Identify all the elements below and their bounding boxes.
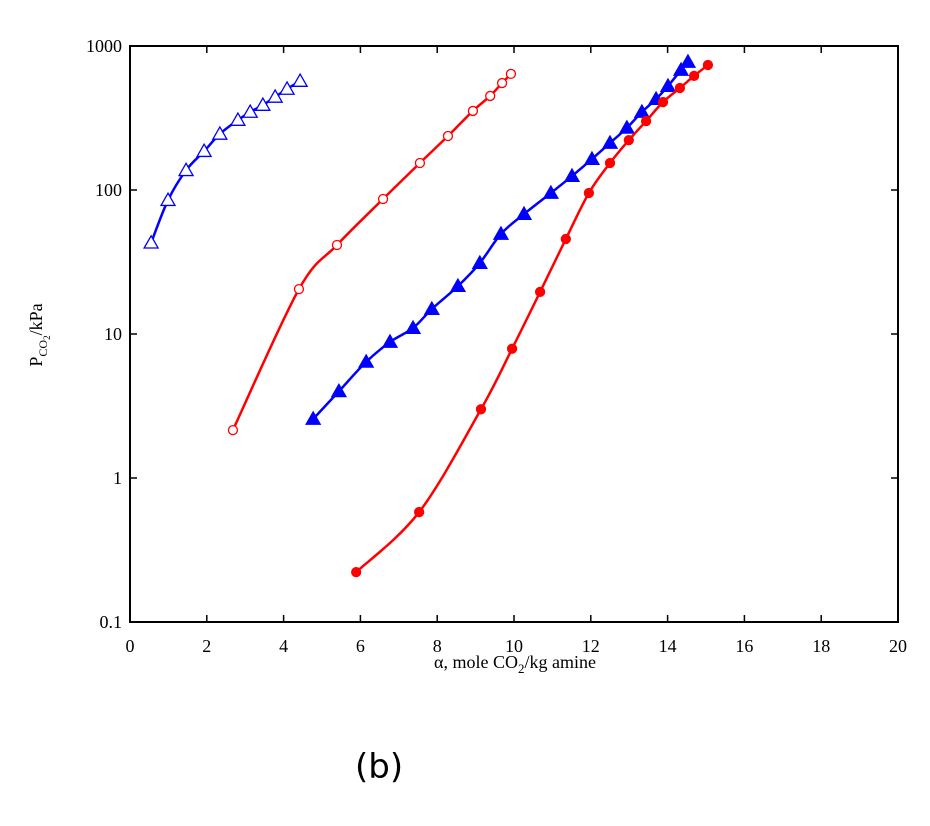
x-label-sub: 2 bbox=[518, 661, 525, 676]
marker bbox=[688, 70, 700, 82]
marker bbox=[267, 88, 284, 103]
marker bbox=[449, 277, 467, 293]
marker bbox=[534, 286, 546, 298]
marker bbox=[211, 125, 228, 140]
series-line bbox=[231, 73, 512, 431]
marker bbox=[657, 96, 669, 108]
marker bbox=[563, 167, 581, 182]
marker bbox=[254, 96, 271, 111]
marker bbox=[542, 184, 559, 199]
series-line bbox=[355, 64, 709, 574]
marker bbox=[195, 142, 213, 158]
marker bbox=[471, 254, 488, 269]
y-label-part: P bbox=[26, 357, 46, 367]
marker bbox=[659, 77, 677, 92]
x-label-part: α, mole CO bbox=[434, 652, 518, 672]
marker bbox=[633, 103, 650, 118]
marker bbox=[467, 105, 479, 117]
x-tick-label: 20 bbox=[889, 636, 907, 656]
y-tick-label: 10 bbox=[104, 324, 122, 344]
y-tick-label: 1000 bbox=[86, 36, 122, 56]
marker bbox=[475, 404, 487, 415]
marker bbox=[227, 424, 239, 436]
series-line bbox=[149, 79, 301, 244]
marker bbox=[305, 410, 322, 425]
marker bbox=[506, 343, 518, 354]
marker bbox=[381, 333, 399, 348]
y-label-part: /kPa bbox=[26, 303, 46, 335]
x-label-part: /kg amine bbox=[524, 652, 595, 672]
marker bbox=[702, 59, 714, 71]
x-tick-label: 8 bbox=[433, 636, 442, 656]
marker bbox=[604, 157, 616, 169]
marker bbox=[601, 134, 619, 149]
y-tick-label: 100 bbox=[95, 180, 122, 200]
marker bbox=[505, 68, 517, 80]
y-label-sub: 2 bbox=[42, 335, 52, 340]
x-tick-label: 12 bbox=[582, 636, 600, 656]
marker bbox=[229, 111, 247, 126]
marker bbox=[291, 72, 309, 87]
marker bbox=[177, 162, 195, 177]
x-tick-label: 16 bbox=[735, 636, 753, 656]
marker bbox=[515, 205, 533, 221]
caption: (b) bbox=[355, 747, 403, 787]
y-axis-label: PCO2/kPa bbox=[26, 303, 52, 366]
x-tick-label: 14 bbox=[659, 636, 677, 656]
x-tick-label: 2 bbox=[202, 636, 211, 656]
marker bbox=[404, 319, 422, 334]
marker bbox=[377, 193, 389, 205]
marker bbox=[560, 233, 571, 245]
x-tick-label: 6 bbox=[356, 636, 365, 656]
marker bbox=[351, 566, 362, 578]
marker bbox=[142, 234, 160, 249]
marker bbox=[423, 300, 440, 315]
y-tick-label: 0.1 bbox=[100, 612, 123, 632]
marker bbox=[496, 77, 508, 89]
marker bbox=[330, 382, 348, 398]
marker bbox=[442, 130, 454, 142]
x-tick-label: 18 bbox=[812, 636, 830, 656]
marker bbox=[583, 150, 601, 165]
marker bbox=[623, 134, 634, 146]
plot-frame bbox=[129, 45, 899, 623]
marker bbox=[414, 506, 425, 518]
marker bbox=[278, 80, 296, 95]
marker bbox=[583, 187, 595, 199]
x-tick-label: 10 bbox=[505, 636, 523, 656]
marker bbox=[674, 82, 686, 94]
y-label-sub: CO bbox=[36, 340, 50, 357]
marker bbox=[331, 239, 343, 251]
x-axis-label: α, mole CO2/kg amine bbox=[434, 652, 596, 676]
marker bbox=[640, 115, 652, 127]
marker bbox=[358, 353, 375, 368]
marker bbox=[159, 191, 177, 207]
marker bbox=[293, 283, 305, 295]
marker bbox=[492, 225, 510, 240]
marker bbox=[672, 61, 690, 76]
x-tick-label: 4 bbox=[279, 636, 288, 656]
marker bbox=[618, 119, 636, 134]
marker bbox=[679, 53, 697, 68]
y-tick-label: 1 bbox=[113, 468, 122, 488]
marker bbox=[414, 157, 426, 169]
marker bbox=[242, 103, 259, 118]
marker bbox=[485, 90, 496, 102]
x-tick-label: 0 bbox=[126, 636, 135, 656]
